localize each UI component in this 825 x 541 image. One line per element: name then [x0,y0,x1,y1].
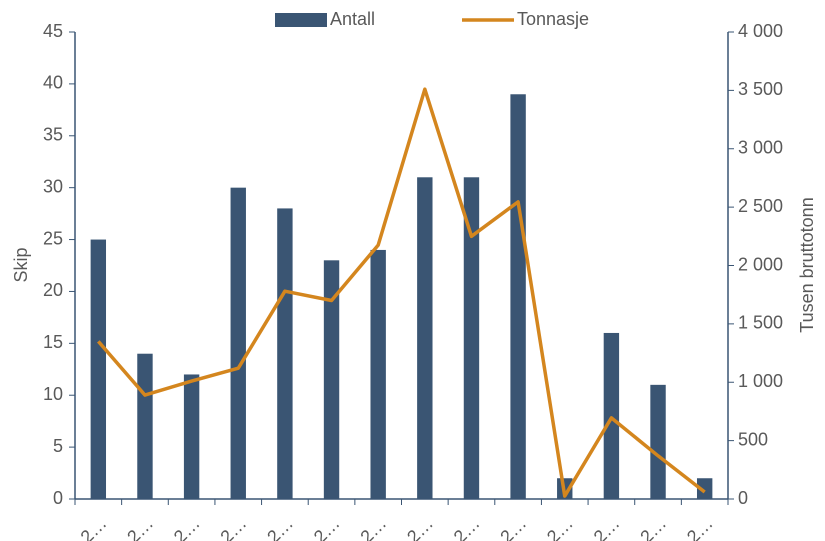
x-tick-label: 2… [403,513,437,541]
y2-tick-label: 3 000 [738,138,783,158]
line [97,87,706,498]
bar [463,177,480,500]
x-tick-label: 2… [170,513,204,541]
y-tick-label: 10 [43,384,63,404]
bar [510,94,526,500]
y2-tick-label: 4 000 [738,21,783,41]
y2-axis-title: Tusen bruttotonn [797,197,817,332]
y2-tick-label: 500 [738,429,768,449]
x-tick-label: 2… [636,513,670,541]
y-tick-label: 15 [43,332,63,352]
x-tick-label: 2… [310,513,344,541]
y2-tick-label: 2 000 [738,254,783,274]
legend-label: Tonnasje [517,9,589,29]
x-tick-label: 2… [77,513,111,541]
bar [137,353,153,499]
x-tick-label: 2… [683,513,717,541]
x-tick-label: 2… [450,513,484,541]
bar [230,187,246,499]
bar [90,239,107,500]
bar [370,249,386,499]
legend-label: Antall [330,9,375,29]
y2-tick-label: 1 000 [738,371,783,391]
y-tick-label: 0 [53,488,63,508]
y-tick-label: 45 [43,21,63,41]
y-tick-label: 5 [53,436,63,456]
x-tick-label: 2… [263,513,297,541]
y-tick-label: 30 [43,176,63,196]
y2-tick-label: 2 500 [738,196,783,216]
x-tick-label: 2… [216,513,250,541]
bar [277,208,293,499]
bar [417,177,433,500]
bar [323,260,340,499]
x-tick-label: 2… [123,513,157,541]
bar [183,374,200,499]
y2-tick-label: 0 [738,488,748,508]
y-tick-label: 20 [43,280,63,300]
y-tick-label: 25 [43,228,63,248]
x-tick-label: 2… [590,513,624,541]
y2-tick-label: 1 500 [738,313,783,333]
x-tick-label: 2… [496,513,530,541]
bar [650,384,666,499]
y-tick-label: 40 [43,73,63,93]
x-tick-label: 2… [543,513,577,541]
y-tick-label: 35 [43,125,63,145]
y-axis-title: Skip [11,247,31,282]
bar [603,332,620,499]
legend-swatch [275,13,327,27]
x-tick-label: 2… [356,513,390,541]
bar [696,478,713,499]
y2-tick-label: 3 500 [738,79,783,99]
